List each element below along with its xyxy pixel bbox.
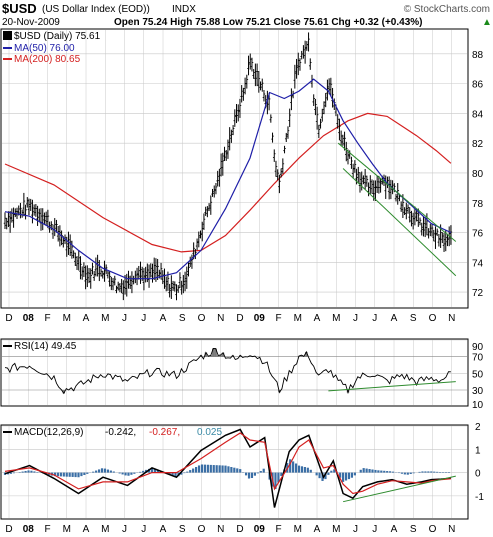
x-tick-label: M bbox=[332, 313, 340, 324]
x-tick-label: D bbox=[236, 313, 243, 324]
quote-line: Open 75.24 High 75.88 Low 75.21 Close 75… bbox=[114, 17, 422, 28]
x-tick-label: M bbox=[101, 524, 109, 535]
price-legend-swatch bbox=[3, 31, 12, 40]
x-tick-label: 09 bbox=[254, 524, 266, 535]
price-trendline bbox=[337, 142, 457, 242]
x-tick-label: M bbox=[101, 313, 109, 324]
quote-date: 20-Nov-2009 bbox=[2, 17, 60, 28]
price-y-tick: 84 bbox=[472, 109, 484, 120]
price-y-tick: 76 bbox=[472, 229, 484, 240]
x-tick-label: S bbox=[179, 524, 186, 535]
x-tick-label: O bbox=[198, 313, 206, 324]
x-tick-label: O bbox=[429, 313, 437, 324]
rsi-y-tick: 10 bbox=[472, 400, 484, 411]
rsi-legend: RSI(14) 49.45 bbox=[14, 341, 77, 352]
macd-y-tick: 0 bbox=[475, 469, 481, 480]
price-legend: $USD (Daily) 75.61 bbox=[14, 31, 101, 42]
x-tick-label: M bbox=[63, 524, 71, 535]
price-trendline bbox=[342, 168, 457, 277]
x-tick-label: J bbox=[353, 313, 358, 324]
x-tick-label: S bbox=[410, 524, 417, 535]
x-tick-label: O bbox=[198, 524, 206, 535]
price-y-tick: 82 bbox=[472, 139, 484, 150]
x-tick-label: J bbox=[372, 313, 377, 324]
x-tick-label: F bbox=[275, 313, 281, 324]
price-series bbox=[3, 32, 453, 301]
ma200-legend: MA(200) 80.65 bbox=[14, 54, 81, 65]
x-tick-label: S bbox=[410, 313, 417, 324]
x-tick-label: 08 bbox=[23, 524, 35, 535]
x-tick-label: D bbox=[5, 313, 12, 324]
x-tick-label: A bbox=[160, 524, 167, 535]
x-tick-label: J bbox=[141, 313, 146, 324]
x-tick-label: A bbox=[391, 313, 398, 324]
x-tick-label: M bbox=[63, 313, 71, 324]
rsi-line bbox=[4, 348, 451, 395]
x-tick-label: D bbox=[5, 524, 12, 535]
x-tick-label: A bbox=[391, 524, 398, 535]
x-tick-label: M bbox=[294, 313, 302, 324]
price-y-tick: 78 bbox=[472, 199, 484, 210]
x-tick-label: A bbox=[83, 524, 90, 535]
macd-y-tick: 1 bbox=[475, 445, 481, 456]
x-tick-label: J bbox=[141, 524, 146, 535]
x-tick-label: J bbox=[122, 313, 127, 324]
x-tick-label: F bbox=[44, 313, 50, 324]
ma200-line bbox=[4, 112, 452, 253]
axis-ticks: 727476788082848688DD0808FFMMAAMMJJJJAASS… bbox=[5, 50, 484, 535]
price-y-tick: 74 bbox=[472, 258, 484, 269]
macd-y-tick: -1 bbox=[475, 492, 484, 503]
x-tick-label: A bbox=[160, 313, 167, 324]
signal-line bbox=[4, 432, 451, 495]
up-arrow-icon: ▲ bbox=[482, 17, 492, 28]
exchange-label: INDX bbox=[172, 4, 196, 15]
ma200-series bbox=[4, 112, 452, 253]
trend-lines bbox=[337, 142, 457, 277]
x-tick-label: A bbox=[314, 524, 321, 535]
price-y-tick: 86 bbox=[472, 80, 484, 91]
histogram-legend-value: 0.025 bbox=[197, 427, 222, 438]
signal-legend-value: -0.267, bbox=[149, 427, 180, 438]
x-tick-label: M bbox=[294, 524, 302, 535]
x-tick-label: 08 bbox=[23, 313, 35, 324]
x-tick-label: A bbox=[83, 313, 90, 324]
x-tick-label: J bbox=[122, 524, 127, 535]
price-y-tick: 72 bbox=[472, 288, 484, 299]
macd-legend-value: -0.242, bbox=[105, 427, 136, 438]
rsi-trendline bbox=[328, 381, 456, 392]
x-tick-label: F bbox=[275, 524, 281, 535]
rsi-y-tick: 90 bbox=[472, 342, 484, 353]
macd-y-tick: 2 bbox=[475, 422, 481, 433]
x-tick-label: N bbox=[217, 524, 224, 535]
x-tick-label: O bbox=[429, 524, 437, 535]
rsi-series bbox=[4, 348, 456, 395]
x-tick-label: D bbox=[236, 524, 243, 535]
x-tick-label: J bbox=[372, 524, 377, 535]
x-tick-label: F bbox=[44, 524, 50, 535]
x-tick-label: A bbox=[314, 313, 321, 324]
x-tick-label: N bbox=[217, 313, 224, 324]
x-tick-label: N bbox=[448, 524, 455, 535]
x-tick-label: S bbox=[179, 313, 186, 324]
price-y-tick: 88 bbox=[472, 50, 484, 61]
x-tick-label: 09 bbox=[254, 313, 266, 324]
ticker-symbol: $USD bbox=[2, 1, 37, 16]
macd-legend-label: MACD(12,26,9) bbox=[14, 427, 83, 438]
x-tick-label: J bbox=[353, 524, 358, 535]
price-panel-frame bbox=[0, 28, 469, 309]
rsi-panel-frame bbox=[0, 338, 469, 407]
rsi-y-tick: 50 bbox=[472, 369, 484, 380]
macd-series bbox=[3, 428, 456, 508]
x-tick-label: N bbox=[448, 313, 455, 324]
rsi-y-tick: 70 bbox=[472, 353, 484, 364]
rsi-y-tick: 30 bbox=[472, 386, 484, 397]
ma50-legend: MA(50) 76.00 bbox=[14, 43, 75, 54]
price-y-tick: 80 bbox=[472, 169, 484, 180]
instrument-name: (US Dollar Index (EOD)) bbox=[42, 4, 150, 15]
watermark: © StockCharts.com bbox=[404, 4, 490, 15]
macd-trendline bbox=[342, 475, 456, 503]
x-tick-label: M bbox=[332, 524, 340, 535]
